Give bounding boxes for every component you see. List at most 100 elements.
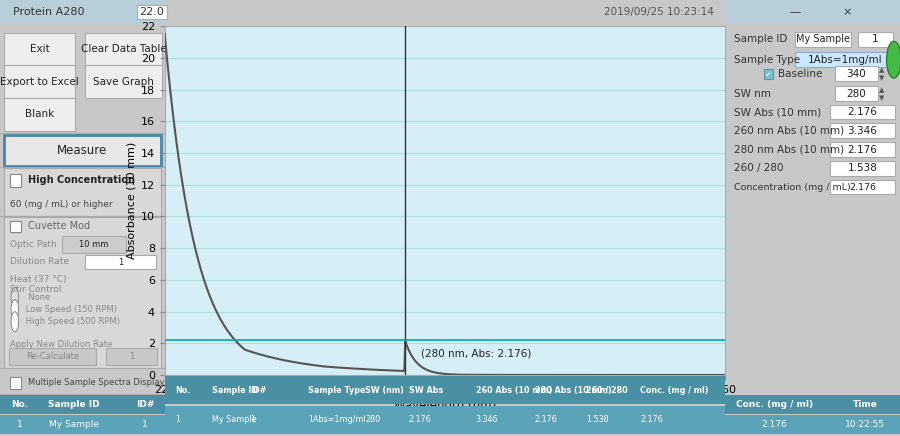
- Text: Cuvette Mod: Cuvette Mod: [28, 221, 90, 231]
- Text: Exit: Exit: [30, 44, 50, 54]
- Text: High Concentration: High Concentration: [28, 175, 135, 185]
- Text: Baseline: Baseline: [778, 69, 823, 79]
- Text: ▲: ▲: [879, 68, 885, 74]
- FancyBboxPatch shape: [830, 123, 896, 138]
- Text: 3.346: 3.346: [848, 126, 878, 136]
- Text: Heat (37 °C): Heat (37 °C): [10, 275, 67, 283]
- Text: Stir Control: Stir Control: [10, 286, 61, 294]
- Text: SW (nm): SW (nm): [365, 386, 404, 395]
- Text: SW nm: SW nm: [734, 89, 771, 99]
- Text: Sample Type: Sample Type: [734, 55, 800, 65]
- FancyBboxPatch shape: [4, 135, 160, 166]
- FancyBboxPatch shape: [764, 69, 773, 79]
- Text: 10:22:55: 10:22:55: [845, 420, 885, 429]
- Text: My Sample: My Sample: [796, 34, 850, 44]
- Text: Sample ID: Sample ID: [734, 34, 788, 44]
- FancyBboxPatch shape: [795, 32, 851, 47]
- FancyBboxPatch shape: [830, 180, 896, 194]
- FancyBboxPatch shape: [106, 348, 158, 365]
- Text: Export to Excel: Export to Excel: [0, 77, 79, 87]
- Text: 3.346: 3.346: [476, 415, 499, 424]
- FancyBboxPatch shape: [835, 66, 878, 81]
- Text: 2.176: 2.176: [409, 415, 431, 424]
- FancyBboxPatch shape: [10, 174, 21, 187]
- Text: 1.538: 1.538: [848, 164, 878, 173]
- Text: 280: 280: [847, 89, 866, 99]
- Text: Blank: Blank: [25, 109, 54, 119]
- Text: High Speed (500 RPM): High Speed (500 RPM): [23, 317, 120, 326]
- FancyBboxPatch shape: [725, 415, 900, 434]
- Text: Sample ID: Sample ID: [49, 400, 100, 409]
- FancyBboxPatch shape: [165, 406, 725, 434]
- Text: 1: 1: [250, 415, 255, 424]
- FancyBboxPatch shape: [165, 376, 725, 404]
- Text: 280 nm Abs (10 mm): 280 nm Abs (10 mm): [734, 145, 844, 154]
- Text: 1: 1: [142, 420, 148, 429]
- FancyBboxPatch shape: [0, 395, 165, 414]
- Text: 2.176: 2.176: [761, 420, 788, 429]
- Text: 1: 1: [17, 420, 22, 429]
- Text: Re-Calculate: Re-Calculate: [26, 352, 79, 361]
- Y-axis label: Absorbance (10 mm): Absorbance (10 mm): [127, 142, 137, 259]
- Text: 22.0: 22.0: [140, 7, 165, 17]
- FancyBboxPatch shape: [0, 0, 165, 24]
- FancyBboxPatch shape: [830, 142, 896, 157]
- Text: —: —: [789, 7, 801, 17]
- Text: ID#: ID#: [250, 386, 266, 395]
- FancyBboxPatch shape: [9, 348, 96, 365]
- Text: 10 mm: 10 mm: [79, 240, 109, 249]
- Text: Sample ID: Sample ID: [212, 386, 258, 395]
- X-axis label: Wavelength (nm): Wavelength (nm): [394, 399, 496, 412]
- Text: Dilution Rate: Dilution Rate: [10, 257, 69, 266]
- Text: Multiple Sample Spectra Display: Multiple Sample Spectra Display: [28, 378, 165, 387]
- FancyBboxPatch shape: [10, 221, 21, 232]
- Text: 2.176: 2.176: [535, 415, 557, 424]
- FancyBboxPatch shape: [725, 395, 900, 414]
- Text: 2.176: 2.176: [640, 415, 663, 424]
- Text: Clear Data Table: Clear Data Table: [81, 44, 166, 54]
- FancyBboxPatch shape: [835, 86, 878, 101]
- Text: Conc. (mg / ml): Conc. (mg / ml): [640, 386, 708, 395]
- FancyBboxPatch shape: [4, 168, 160, 216]
- Text: 280: 280: [365, 415, 381, 424]
- Text: 1Abs=1mg/ml: 1Abs=1mg/ml: [308, 415, 365, 424]
- Text: No.: No.: [11, 400, 28, 409]
- Text: Measure: Measure: [58, 144, 107, 157]
- Text: 1: 1: [175, 415, 180, 424]
- FancyBboxPatch shape: [85, 65, 162, 98]
- FancyBboxPatch shape: [795, 52, 896, 67]
- FancyBboxPatch shape: [85, 33, 162, 65]
- Text: (280 nm, Abs: 2.176): (280 nm, Abs: 2.176): [421, 348, 531, 358]
- Text: Save Graph: Save Graph: [93, 77, 154, 87]
- FancyBboxPatch shape: [4, 33, 75, 65]
- Circle shape: [11, 312, 19, 332]
- Text: ▲: ▲: [879, 87, 885, 93]
- Text: Concentration (mg / mL): Concentration (mg / mL): [734, 183, 850, 191]
- Text: 2.176: 2.176: [848, 107, 878, 117]
- Text: No.: No.: [175, 386, 190, 395]
- Circle shape: [11, 300, 19, 320]
- Text: 260 / 280: 260 / 280: [586, 386, 628, 395]
- Text: 1Abs=1mg/ml: 1Abs=1mg/ml: [807, 55, 882, 65]
- Text: Optic Path: Optic Path: [10, 240, 57, 249]
- Text: 2.176: 2.176: [849, 183, 876, 191]
- Text: My Sample: My Sample: [50, 420, 99, 429]
- FancyBboxPatch shape: [62, 236, 126, 253]
- Text: ✓: ✓: [765, 70, 772, 78]
- Text: 1: 1: [872, 34, 879, 44]
- Text: Time: Time: [852, 400, 878, 409]
- FancyBboxPatch shape: [85, 255, 156, 269]
- FancyBboxPatch shape: [0, 415, 165, 434]
- Text: My Sample: My Sample: [212, 415, 257, 424]
- Text: 1: 1: [118, 258, 123, 266]
- Text: 1: 1: [129, 352, 134, 361]
- FancyBboxPatch shape: [4, 65, 75, 98]
- Text: SW Abs: SW Abs: [409, 386, 443, 395]
- Text: 2019/09/25 10:23:14: 2019/09/25 10:23:14: [604, 7, 715, 17]
- Text: Low Speed (150 RPM): Low Speed (150 RPM): [23, 305, 117, 314]
- Text: 340: 340: [847, 69, 866, 79]
- Text: 1.538: 1.538: [586, 415, 609, 424]
- Circle shape: [886, 41, 900, 78]
- Text: ×: ×: [843, 7, 852, 17]
- FancyBboxPatch shape: [830, 105, 896, 119]
